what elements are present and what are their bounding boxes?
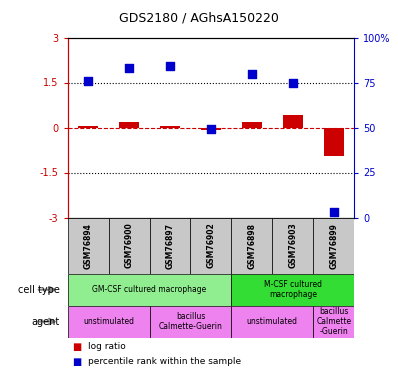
Point bbox=[126, 65, 132, 71]
Text: agent: agent bbox=[31, 316, 60, 327]
Bar bbox=[324, 128, 344, 156]
Text: M-CSF cultured
macrophage: M-CSF cultured macrophage bbox=[264, 280, 322, 299]
Bar bbox=[150, 306, 231, 338]
Text: ■: ■ bbox=[72, 342, 81, 352]
Text: unstimulated: unstimulated bbox=[247, 317, 298, 326]
Text: GSM76903: GSM76903 bbox=[288, 223, 297, 268]
Text: bacillus
Calmette
-Guerin: bacillus Calmette -Guerin bbox=[316, 307, 351, 336]
Bar bbox=[231, 306, 313, 338]
Bar bbox=[231, 217, 272, 274]
Bar bbox=[313, 306, 354, 338]
Bar bbox=[283, 115, 303, 128]
Text: GSM76894: GSM76894 bbox=[84, 223, 93, 268]
Text: ■: ■ bbox=[72, 357, 81, 367]
Point bbox=[331, 209, 337, 215]
Bar bbox=[160, 126, 180, 128]
Point bbox=[208, 126, 214, 132]
Point bbox=[290, 80, 296, 86]
Bar bbox=[78, 126, 98, 128]
Bar bbox=[191, 217, 231, 274]
Text: unstimulated: unstimulated bbox=[83, 317, 134, 326]
Text: GSM76899: GSM76899 bbox=[329, 223, 338, 268]
Bar bbox=[313, 217, 354, 274]
Bar bbox=[242, 122, 262, 128]
Text: cell type: cell type bbox=[18, 285, 60, 295]
Bar bbox=[68, 217, 109, 274]
Text: log ratio: log ratio bbox=[88, 342, 125, 351]
Bar bbox=[68, 274, 231, 306]
Text: GSM76900: GSM76900 bbox=[125, 223, 134, 268]
Bar bbox=[68, 306, 150, 338]
Text: percentile rank within the sample: percentile rank within the sample bbox=[88, 357, 241, 366]
Bar bbox=[150, 217, 191, 274]
Text: GM-CSF cultured macrophage: GM-CSF cultured macrophage bbox=[92, 285, 207, 294]
Text: GSM76898: GSM76898 bbox=[248, 223, 256, 268]
Text: GSM76902: GSM76902 bbox=[207, 223, 215, 268]
Bar bbox=[231, 274, 354, 306]
Point bbox=[85, 78, 91, 84]
Bar bbox=[201, 128, 221, 130]
Text: bacillus
Calmette-Guerin: bacillus Calmette-Guerin bbox=[158, 312, 222, 331]
Text: GDS2180 / AGhsA150220: GDS2180 / AGhsA150220 bbox=[119, 11, 279, 24]
Bar bbox=[272, 217, 313, 274]
Point bbox=[167, 63, 173, 69]
Text: GSM76897: GSM76897 bbox=[166, 223, 174, 268]
Bar bbox=[109, 217, 150, 274]
Point bbox=[249, 70, 255, 76]
Bar bbox=[119, 122, 139, 128]
